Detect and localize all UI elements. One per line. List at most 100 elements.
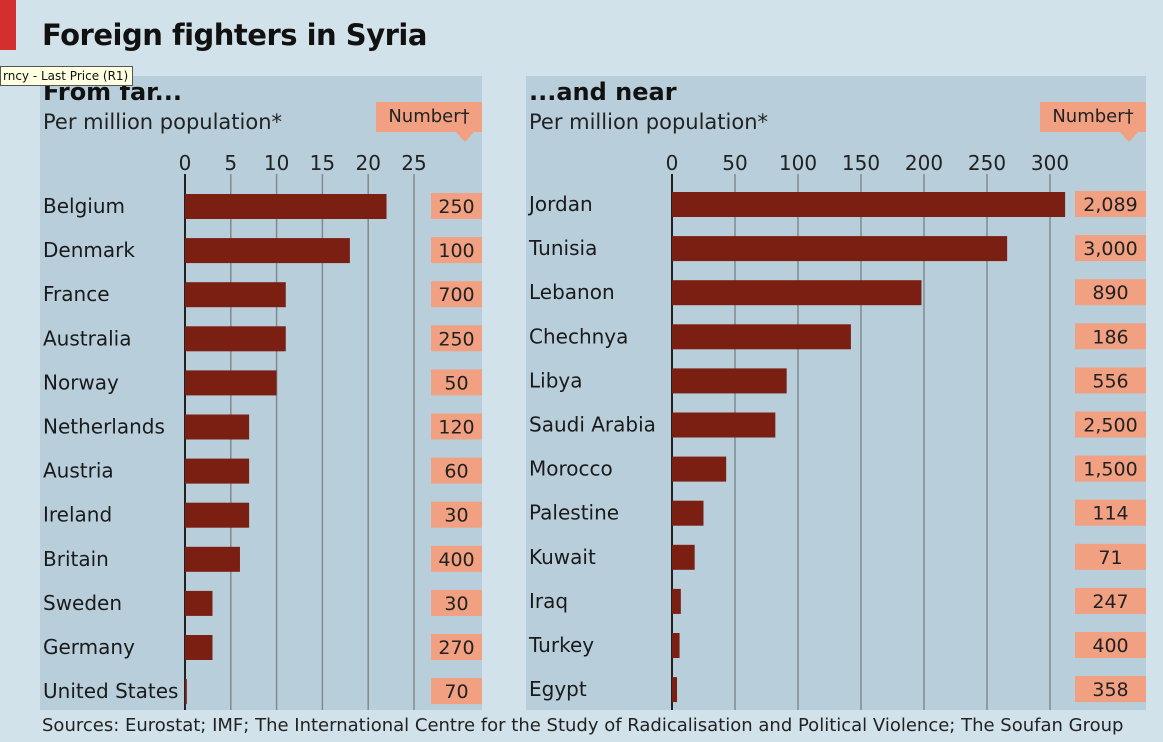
far-number-label: 270 (438, 637, 474, 659)
far-bar (185, 238, 350, 264)
near-bar (672, 368, 787, 394)
far-number-box (431, 193, 482, 219)
far-tick-label: 10 (264, 151, 289, 175)
far-bar (185, 370, 277, 396)
far-number-label: 100 (438, 240, 474, 262)
near-tick-label: 150 (842, 151, 880, 175)
near-number-label: 358 (1092, 679, 1128, 701)
near-number-box (1075, 455, 1146, 482)
far-number-box (431, 634, 482, 660)
axis-label-near: Per million population* (529, 110, 769, 134)
far-category-label: Austria (43, 459, 114, 483)
near-bar (672, 412, 776, 438)
near-number-label: 2,089 (1083, 194, 1137, 216)
axis-label-far: Per million population* (43, 110, 283, 134)
far-number-label: 400 (438, 549, 474, 571)
far-category-label: Australia (43, 326, 131, 350)
near-bar (672, 324, 851, 350)
far-number-label: 30 (444, 505, 468, 527)
near-number-label: 71 (1098, 547, 1122, 569)
far-category-label: Britain (43, 547, 109, 571)
number-header-far: Number† (376, 102, 482, 142)
near-bar (672, 456, 727, 482)
chart-panel-far: From far... Per million population* Numb… (40, 76, 482, 710)
near-bar (672, 633, 680, 658)
number-header-near: Number† (1040, 102, 1146, 142)
far-tick-label: 25 (401, 151, 426, 175)
near-number-label: 114 (1092, 503, 1128, 525)
far-category-label: Ireland (43, 503, 112, 527)
far-tick-label: 5 (224, 151, 237, 175)
far-number-box (431, 589, 482, 616)
near-number-box (1075, 279, 1146, 306)
near-category-label: Egypt (529, 677, 587, 701)
near-category-label: Turkey (528, 633, 594, 657)
near-category-label: Chechnya (529, 324, 628, 348)
far-bar (185, 635, 213, 660)
near-number-box (1075, 499, 1146, 526)
far-category-label: France (43, 282, 110, 306)
near-tick-label: 200 (905, 151, 943, 175)
far-bar (185, 414, 250, 440)
far-bar (185, 590, 213, 616)
far-category-label: Germany (43, 635, 135, 659)
bar-chart-near: 0 50 100 150 200 250 300 Jordan 2,089 Tunisia 3,00… (527, 151, 1146, 710)
near-number-box (1075, 191, 1146, 217)
far-number-box (431, 281, 482, 308)
near-tick-label: 250 (968, 151, 1006, 175)
near-category-label: Morocco (529, 457, 613, 481)
chart-panel-near: ...and near Per million population* Numb… (526, 76, 1146, 710)
far-bar (185, 546, 240, 572)
far-number-box (431, 545, 482, 572)
far-bar (185, 282, 286, 308)
near-category-label: Libya (529, 368, 583, 392)
near-bar (672, 280, 922, 306)
far-number-box (431, 457, 482, 484)
far-tick-label: 15 (310, 151, 335, 175)
sources-note: Sources: Eurostat; IMF; The Internationa… (42, 715, 1124, 736)
far-bar (185, 458, 250, 484)
near-category-label: Palestine (529, 501, 619, 525)
far-bar (185, 502, 250, 528)
chart-title: Foreign fighters in Syria (42, 18, 427, 52)
far-category-label: Sweden (43, 591, 122, 615)
far-number-label: 30 (444, 593, 468, 615)
near-number-box (1075, 543, 1146, 570)
near-number-label: 3,000 (1083, 238, 1137, 260)
near-number-box (1075, 632, 1146, 658)
far-bar (185, 326, 286, 352)
near-number-box (1075, 235, 1146, 262)
far-number-label: 250 (438, 196, 474, 218)
near-bar (672, 677, 678, 703)
near-category-label: Tunisia (528, 236, 597, 260)
near-number-label: 247 (1092, 591, 1128, 613)
near-bar (672, 544, 695, 570)
far-category-label: Denmark (43, 238, 135, 262)
far-number-box (431, 501, 482, 528)
near-bar (672, 500, 704, 526)
far-tick-label: 0 (179, 151, 192, 175)
far-category-label: Belgium (43, 194, 125, 218)
far-category-label: United States (43, 679, 178, 703)
near-category-label: Jordan (527, 192, 593, 216)
near-number-box (1075, 323, 1146, 350)
near-number-box (1075, 367, 1146, 394)
panel-title-near: ...and near (529, 78, 677, 106)
far-number-box (431, 237, 482, 264)
near-category-label: Lebanon (529, 280, 615, 304)
near-number-box (1075, 676, 1146, 703)
brand-tab (0, 0, 16, 50)
far-bar (185, 194, 387, 219)
near-number-label: 2,500 (1083, 415, 1137, 437)
near-category-label: Iraq (529, 589, 568, 613)
far-number-label: 60 (444, 461, 468, 483)
near-number-label: 186 (1092, 326, 1128, 348)
near-tick-label: 300 (1031, 151, 1069, 175)
near-number-box (1075, 411, 1146, 438)
far-number-box (431, 678, 482, 705)
near-tick-label: 50 (722, 151, 747, 175)
far-category-label: Norway (43, 370, 119, 394)
near-tick-label: 0 (666, 151, 679, 175)
near-number-label: 400 (1092, 635, 1128, 657)
near-tick-label: 100 (779, 151, 817, 175)
